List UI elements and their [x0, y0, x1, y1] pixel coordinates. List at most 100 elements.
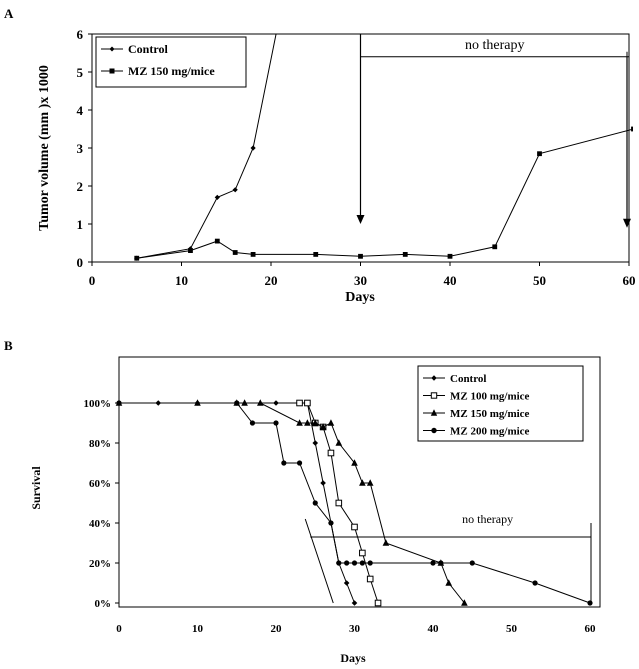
- b-point-1-0: [296, 399, 303, 407]
- b-series-line-2: [119, 402, 465, 604]
- b-point-1-1: [304, 399, 311, 407]
- legend-marker-a-1: [109, 68, 115, 74]
- legend-marker-b-1: [430, 392, 438, 399]
- a-point-1-8: [447, 253, 453, 259]
- b-point-0-10: [343, 580, 350, 586]
- legend-marker-b-3: [431, 427, 437, 434]
- b-xtick-label-4: 40: [428, 623, 440, 635]
- legend-marker-b-0: [431, 375, 437, 381]
- legend-marker-b-2: [430, 409, 438, 416]
- panel-a-letter: A: [4, 6, 14, 21]
- b-ytick-label-2: 40%: [89, 518, 111, 530]
- b-point-2-14: [382, 539, 390, 546]
- b-point-3-10: [351, 560, 358, 566]
- b-point-2-16: [445, 579, 452, 586]
- a-point-1-7: [402, 252, 408, 257]
- panel-a-legend: Control MZ 150 mg/mice: [95, 36, 247, 88]
- b-point-2-6: [304, 419, 311, 426]
- b-ytick-label-0: 0%: [95, 598, 112, 610]
- panel-a-legend-box: [95, 36, 247, 88]
- legend-marker-a-0: [109, 46, 115, 52]
- b-no-therapy-label: no therapy: [462, 512, 513, 526]
- b-ytick-label-1: 20%: [89, 558, 111, 570]
- a-ytick-label-6: 6: [77, 27, 84, 42]
- b-point-0-7: [320, 480, 326, 486]
- panel-b-series: [115, 399, 593, 607]
- b-point-3-12: [367, 560, 373, 566]
- b-point-3-9: [344, 560, 350, 566]
- a-point-1-0: [134, 255, 140, 261]
- b-point-0-6: [312, 440, 319, 446]
- b-series-line-3: [119, 402, 591, 604]
- b-xtick-label-5: 50: [506, 623, 518, 635]
- a-xtick-label-4: 40: [444, 273, 457, 288]
- a-xtick-label-3: 30: [354, 273, 367, 288]
- panel-a-y-axis-title: Tumor volume (mm )x 1000: [37, 65, 52, 231]
- a-point-1-5: [313, 252, 319, 257]
- legend-label-a-0: Control: [128, 42, 168, 56]
- panel-a-series: [134, 34, 633, 261]
- panel-b-y-ticks: 0% 20% 40% 60% 80% 100%: [84, 398, 119, 610]
- b-xtick-label-1: 10: [192, 623, 204, 635]
- b-point-3-11: [359, 560, 365, 566]
- b-point-2-12: [359, 479, 366, 486]
- b-point-2-8: [319, 423, 327, 430]
- b-point-1-6: [351, 523, 358, 531]
- b-point-2-17: [461, 599, 468, 606]
- b-point-3-0: [116, 400, 122, 406]
- b-point-3-1: [234, 400, 240, 406]
- a-ytick-label-5: 5: [77, 65, 84, 80]
- legend-label-a-1: MZ 150 mg/mice: [128, 64, 215, 78]
- b-point-2-10: [335, 439, 343, 446]
- a-point-0-4: [250, 145, 256, 151]
- a-ytick-label-4: 4: [77, 103, 84, 118]
- b-series-1: [296, 399, 382, 607]
- a-point-1-11: [631, 126, 633, 132]
- a-arrow-head-0: [356, 215, 365, 224]
- a-xtick-label-6: 60: [623, 273, 636, 288]
- b-point-3-6: [312, 500, 318, 506]
- panel-b-y-axis-title: Survival: [29, 466, 43, 510]
- b-point-3-17: [587, 600, 593, 606]
- b-point-0-4: [273, 400, 279, 406]
- a-series-1: [134, 126, 633, 261]
- a-point-1-2: [214, 238, 220, 244]
- b-series-2: [115, 399, 468, 606]
- b-point-3-16: [532, 580, 538, 586]
- panel-b-annotation: no therapy: [304, 512, 592, 604]
- b-point-1-9: [374, 599, 382, 607]
- b-point-3-4: [281, 460, 287, 466]
- a-point-1-4: [250, 252, 256, 257]
- b-point-3-14: [438, 560, 444, 566]
- b-point-2-7: [311, 419, 319, 426]
- b-xtick-label-2: 20: [271, 623, 283, 635]
- b-point-0-11: [351, 600, 358, 606]
- panel-b: B 0% 20% 40% 60% 80% 100% 0 10 20 30 40 50 60 Survi…: [4, 338, 601, 665]
- panel-b-legend: Control MZ 100 mg/mice MZ 150 mg/mice MZ 20…: [417, 365, 584, 442]
- legend-label-b-1: MZ 100 mg/mice: [450, 391, 530, 403]
- b-no-therapy-slope: [304, 518, 334, 604]
- b-point-3-8: [336, 560, 342, 566]
- b-point-2-4: [257, 399, 264, 406]
- b-point-1-4: [327, 449, 335, 457]
- a-ytick-label-1: 1: [77, 217, 84, 232]
- b-point-3-13: [430, 560, 436, 566]
- a-point-1-1: [188, 248, 193, 253]
- panel-b-plot-frame: [118, 356, 601, 608]
- b-series-0: [116, 400, 358, 606]
- a-xtick-label-1: 10: [175, 273, 188, 288]
- b-series-line-1: [299, 402, 379, 604]
- panel-a-annotation: no therapy: [356, 34, 631, 228]
- a-point-1-6: [358, 253, 363, 259]
- b-point-2-9: [327, 419, 335, 426]
- b-xtick-label-3: 30: [349, 623, 361, 635]
- a-ytick-label-0: 0: [77, 255, 84, 270]
- a-xtick-label-0: 0: [89, 273, 96, 288]
- panel-a: A 0 1 2 3 4 5 6 0 10 20 30 40 50 60 Tumor volume (mm…: [4, 6, 636, 305]
- a-ytick-label-2: 2: [77, 179, 84, 194]
- b-point-2-5: [296, 419, 303, 426]
- legend-label-b-0: Control: [450, 373, 486, 385]
- panel-b-letter: B: [4, 338, 13, 353]
- a-point-1-9: [492, 244, 498, 250]
